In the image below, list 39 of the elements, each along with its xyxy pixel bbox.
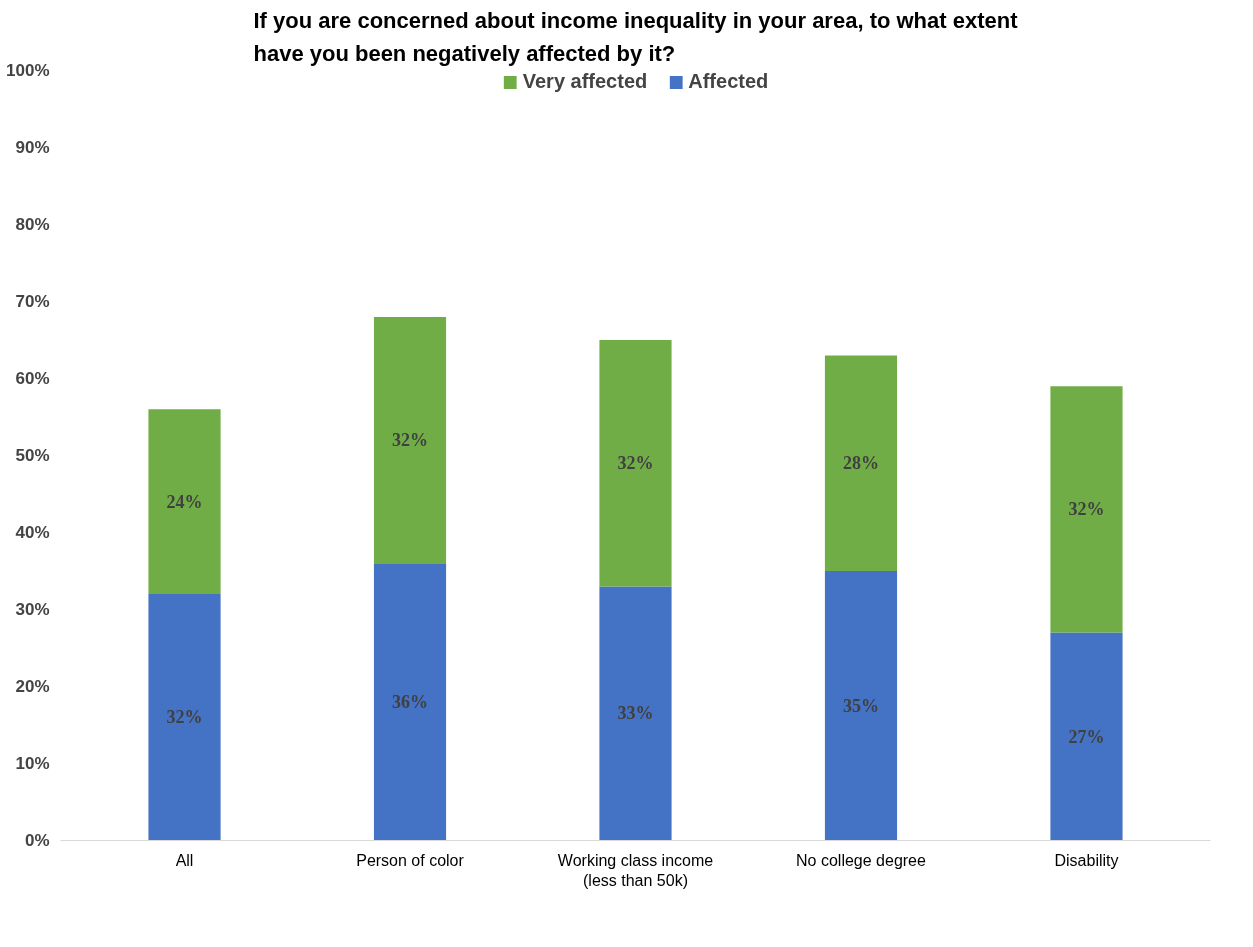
bar bbox=[824, 571, 898, 841]
y-tick-label: 100% bbox=[6, 61, 50, 80]
y-tick-label: 0% bbox=[24, 831, 50, 850]
x-tick-label: Disability bbox=[1054, 851, 1119, 869]
y-tick-label: 50% bbox=[15, 446, 50, 465]
bar bbox=[373, 316, 447, 564]
y-tick-label: 10% bbox=[15, 754, 50, 773]
bar bbox=[148, 409, 221, 595]
bar bbox=[1050, 386, 1123, 633]
data-label: 32% bbox=[392, 430, 429, 451]
data-label: 32% bbox=[617, 453, 654, 474]
bar bbox=[1050, 632, 1123, 841]
y-tick-label: 60% bbox=[15, 369, 50, 388]
y-tick-label: 20% bbox=[15, 677, 50, 696]
legend-label: Affected bbox=[688, 70, 769, 93]
x-tick-label: No college degree bbox=[796, 851, 927, 869]
data-label: 36% bbox=[392, 691, 429, 712]
data-label: 32% bbox=[166, 707, 203, 728]
y-tick-label: 70% bbox=[15, 292, 50, 311]
legend-label: Very affected bbox=[522, 70, 648, 93]
y-tick-label: 30% bbox=[15, 600, 50, 619]
data-label: 32% bbox=[1068, 499, 1105, 520]
data-label: 27% bbox=[1068, 726, 1105, 747]
bar bbox=[148, 594, 221, 841]
bar bbox=[599, 340, 672, 587]
bar bbox=[599, 586, 672, 841]
x-tick-label: All bbox=[175, 851, 194, 869]
data-label: 33% bbox=[617, 703, 654, 724]
chart-title: If you are concerned about income inequality in your area, to what extent have you been negatively affected by it? bbox=[253, 8, 1019, 66]
bar bbox=[824, 355, 898, 571]
y-tick-label: 80% bbox=[15, 215, 50, 234]
x-tick-label: Working class income (less than 50k) bbox=[557, 851, 714, 889]
data-label: 24% bbox=[166, 491, 203, 512]
bar bbox=[373, 563, 447, 841]
data-label: 35% bbox=[842, 695, 879, 716]
x-tick-label: Person of color bbox=[356, 851, 465, 869]
y-tick-label: 90% bbox=[15, 138, 50, 157]
data-label: 28% bbox=[842, 453, 879, 474]
y-tick-label: 40% bbox=[15, 523, 50, 542]
